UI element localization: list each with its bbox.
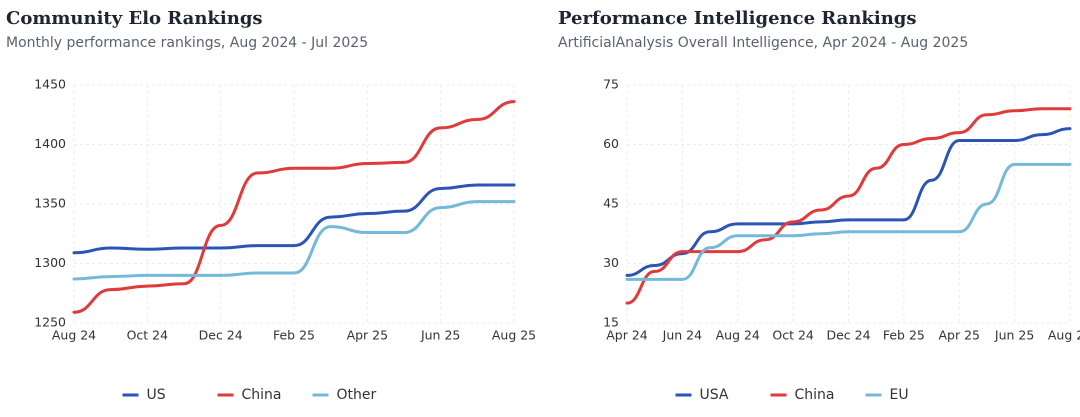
x-tick-label: Apr 25 [938, 328, 980, 343]
x-tick-label: Aug 24 [52, 328, 96, 343]
legend-label: China [795, 387, 835, 403]
y-tick-label: 45 [603, 196, 619, 211]
line [625, 162, 1072, 281]
y-tick-label: 1400 [34, 136, 66, 151]
chart-title: Community Elo Rankings [6, 8, 263, 29]
legend-label: EU [890, 387, 909, 403]
legend-label: USA [700, 387, 729, 403]
line [625, 127, 1072, 277]
line [72, 200, 516, 281]
x-tick-label: Jun 24 [662, 328, 702, 343]
y-tick-label: 1250 [34, 315, 66, 330]
x-tick-label: Apr 24 [606, 328, 648, 343]
x-tick-label: Jun 25 [420, 328, 460, 343]
x-tick-label: Dec 24 [199, 328, 243, 343]
chart-title: Performance Intelligence Rankings [558, 8, 917, 29]
legend-label: Other [337, 387, 377, 403]
line [72, 100, 516, 314]
chart-subtitle: ArtificialAnalysis Overall Intelligence,… [558, 35, 968, 51]
x-tick-label: Feb 25 [883, 328, 925, 343]
y-tick-label: 60 [603, 136, 619, 151]
chart-subtitle: Monthly performance rankings, Aug 2024 -… [6, 35, 368, 51]
x-tick-label: Apr 25 [347, 328, 389, 343]
x-tick-label: Jun 25 [994, 328, 1034, 343]
y-tick-label: 75 [603, 77, 619, 92]
y-tick-label: 15 [603, 315, 619, 330]
legend-label: US [147, 387, 166, 403]
y-tick-label: 1350 [34, 196, 66, 211]
y-tick-label: 30 [603, 255, 619, 270]
x-tick-label: Aug 25 [492, 328, 536, 343]
x-tick-label: Aug 24 [716, 328, 760, 343]
x-tick-label: Oct 24 [127, 328, 169, 343]
line [72, 183, 516, 255]
y-tick-label: 1450 [34, 77, 66, 92]
x-tick-label: Feb 25 [273, 328, 315, 343]
x-tick-label: Dec 24 [826, 328, 870, 343]
y-tick-label: 1300 [34, 255, 66, 270]
legend-label: China [242, 387, 282, 403]
x-tick-label: Aug 25 [1048, 328, 1080, 343]
x-tick-label: Oct 24 [772, 328, 814, 343]
